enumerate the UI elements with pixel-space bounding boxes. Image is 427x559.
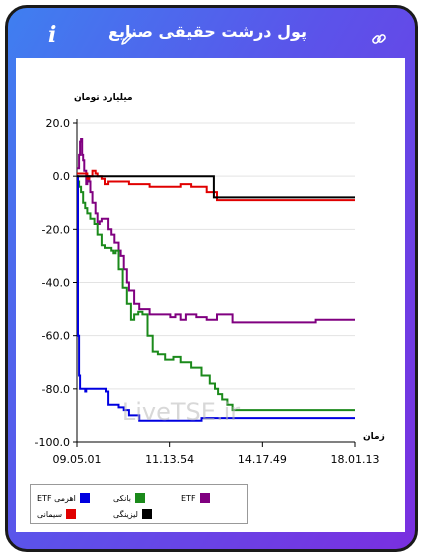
legend-label: لیزینگی bbox=[113, 509, 138, 519]
legend-item-leveraged-etf: اهرمی ETF bbox=[37, 493, 90, 503]
legend-item-etf: ETF bbox=[181, 493, 210, 503]
y-tick-label: -60.0 bbox=[42, 330, 70, 343]
x-tick-label: 14.17.49 bbox=[238, 453, 287, 466]
y-tick-label: -20.0 bbox=[42, 223, 70, 236]
page-title: پول درشت حقیقی صنایع bbox=[108, 22, 307, 41]
legend-label: بانکی bbox=[113, 493, 131, 503]
info-icon[interactable]: i bbox=[48, 22, 57, 48]
series-line-2 bbox=[77, 175, 355, 422]
series-line-1 bbox=[77, 180, 355, 412]
chart-card: میلیارد تومان 20.0 0.0 -20.0 -40.0 -60.0 -80.0… bbox=[16, 58, 405, 532]
legend-item-cement: سیمانی bbox=[37, 509, 77, 519]
legend-swatch bbox=[79, 493, 90, 503]
legend-swatch bbox=[142, 509, 152, 519]
x-tick-label: 18.01.13 bbox=[331, 453, 380, 466]
legend-item-banks: بانکی bbox=[113, 493, 145, 503]
legend-label: ETF bbox=[181, 493, 196, 503]
y-axis-label: میلیارد تومان bbox=[74, 93, 133, 103]
link-icon[interactable] bbox=[371, 31, 387, 47]
pencil-icon[interactable] bbox=[120, 32, 134, 46]
app-frame: i پول درشت حقیقی صنایع میلیارد تومان 20.0… bbox=[5, 5, 418, 552]
legend-item-leasing: لیزینگی bbox=[113, 509, 152, 519]
header-bar: i پول درشت حقیقی صنایع bbox=[8, 8, 415, 56]
x-axis-label: زمان bbox=[363, 432, 385, 442]
legend-swatch bbox=[199, 493, 210, 503]
series-line-4 bbox=[77, 175, 355, 199]
watermark: LiveTSE.ir bbox=[122, 398, 240, 426]
x-tick-label: 09.05.01 bbox=[53, 453, 102, 466]
chart-svg: میلیارد تومان 20.0 0.0 -20.0 -40.0 -60.0 -80.0… bbox=[35, 93, 385, 466]
y-tick-label: -40.0 bbox=[42, 277, 70, 290]
y-tick-label: -100.0 bbox=[35, 436, 70, 449]
series-line-0 bbox=[77, 138, 355, 324]
chart-legend: ETF بانکی اهرمی ETF سیمانی لیزینگی bbox=[30, 484, 248, 524]
x-tick-label: 11.13.54 bbox=[145, 453, 194, 466]
legend-swatch bbox=[66, 509, 77, 519]
legend-label: سیمانی bbox=[37, 509, 63, 519]
legend-label: اهرمی ETF bbox=[37, 493, 76, 503]
y-tick-label: 0.0 bbox=[53, 170, 71, 183]
legend-swatch bbox=[134, 493, 145, 503]
y-tick-label: 20.0 bbox=[46, 117, 71, 130]
y-tick-label: -80.0 bbox=[42, 383, 70, 396]
series-line-3 bbox=[77, 169, 355, 202]
